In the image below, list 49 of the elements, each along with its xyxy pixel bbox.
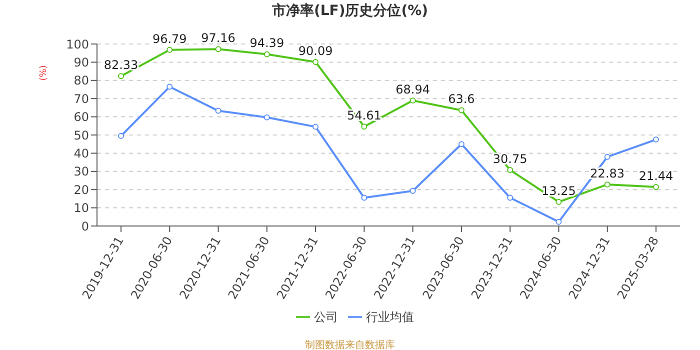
point: [166, 84, 173, 90]
legend-label: 公司: [314, 310, 338, 324]
data-label: 96.79: [152, 32, 187, 46]
point: [118, 73, 124, 80]
point: [312, 124, 319, 130]
y-axis-title: (%): [38, 65, 49, 81]
point: [458, 107, 464, 114]
y-tick-label: 100: [66, 37, 89, 52]
y-tick-label: 70: [74, 92, 89, 106]
y-tick-label: 50: [74, 128, 89, 142]
legend-label: 行业均值: [366, 310, 414, 324]
point: [556, 198, 562, 205]
point: [361, 194, 368, 201]
point: [410, 188, 416, 194]
y-tick-label: 0: [81, 219, 89, 234]
data-label: 68.94: [396, 82, 430, 97]
point: [166, 46, 173, 53]
y-tick-label: 80: [74, 74, 89, 88]
point: [118, 132, 124, 139]
point: [361, 124, 368, 130]
point: [410, 98, 416, 104]
text: 制图数据来自数据库: [304, 338, 396, 350]
point: [215, 108, 222, 114]
data-label: 63.6: [448, 92, 475, 106]
data-label: 21.44: [638, 168, 674, 183]
data-label: 97.16: [201, 31, 236, 46]
point: [264, 51, 270, 58]
y-tick-label: 60: [74, 110, 89, 124]
data-label: 82.33: [104, 58, 138, 72]
y-tick-label: 20: [74, 182, 89, 197]
point: [264, 114, 270, 120]
data-label: 94.39: [250, 36, 284, 50]
point: [604, 154, 610, 160]
chart-title: 市净率(LF)历史分位(%): [270, 2, 430, 20]
point: [604, 181, 610, 188]
point: [215, 46, 222, 52]
point: [556, 218, 562, 225]
data-label: 13.25: [542, 184, 576, 198]
point: [312, 59, 319, 66]
y-tick-label: 90: [74, 55, 89, 70]
point: [507, 167, 514, 174]
data-label: 90.09: [298, 44, 333, 58]
point: [507, 194, 514, 201]
point: [653, 184, 659, 190]
point: [653, 136, 659, 143]
y-tick-label: 30: [74, 164, 89, 179]
y-tick-label: 10: [74, 201, 89, 216]
point: [458, 141, 464, 148]
y-tick-label: 40: [74, 146, 89, 160]
